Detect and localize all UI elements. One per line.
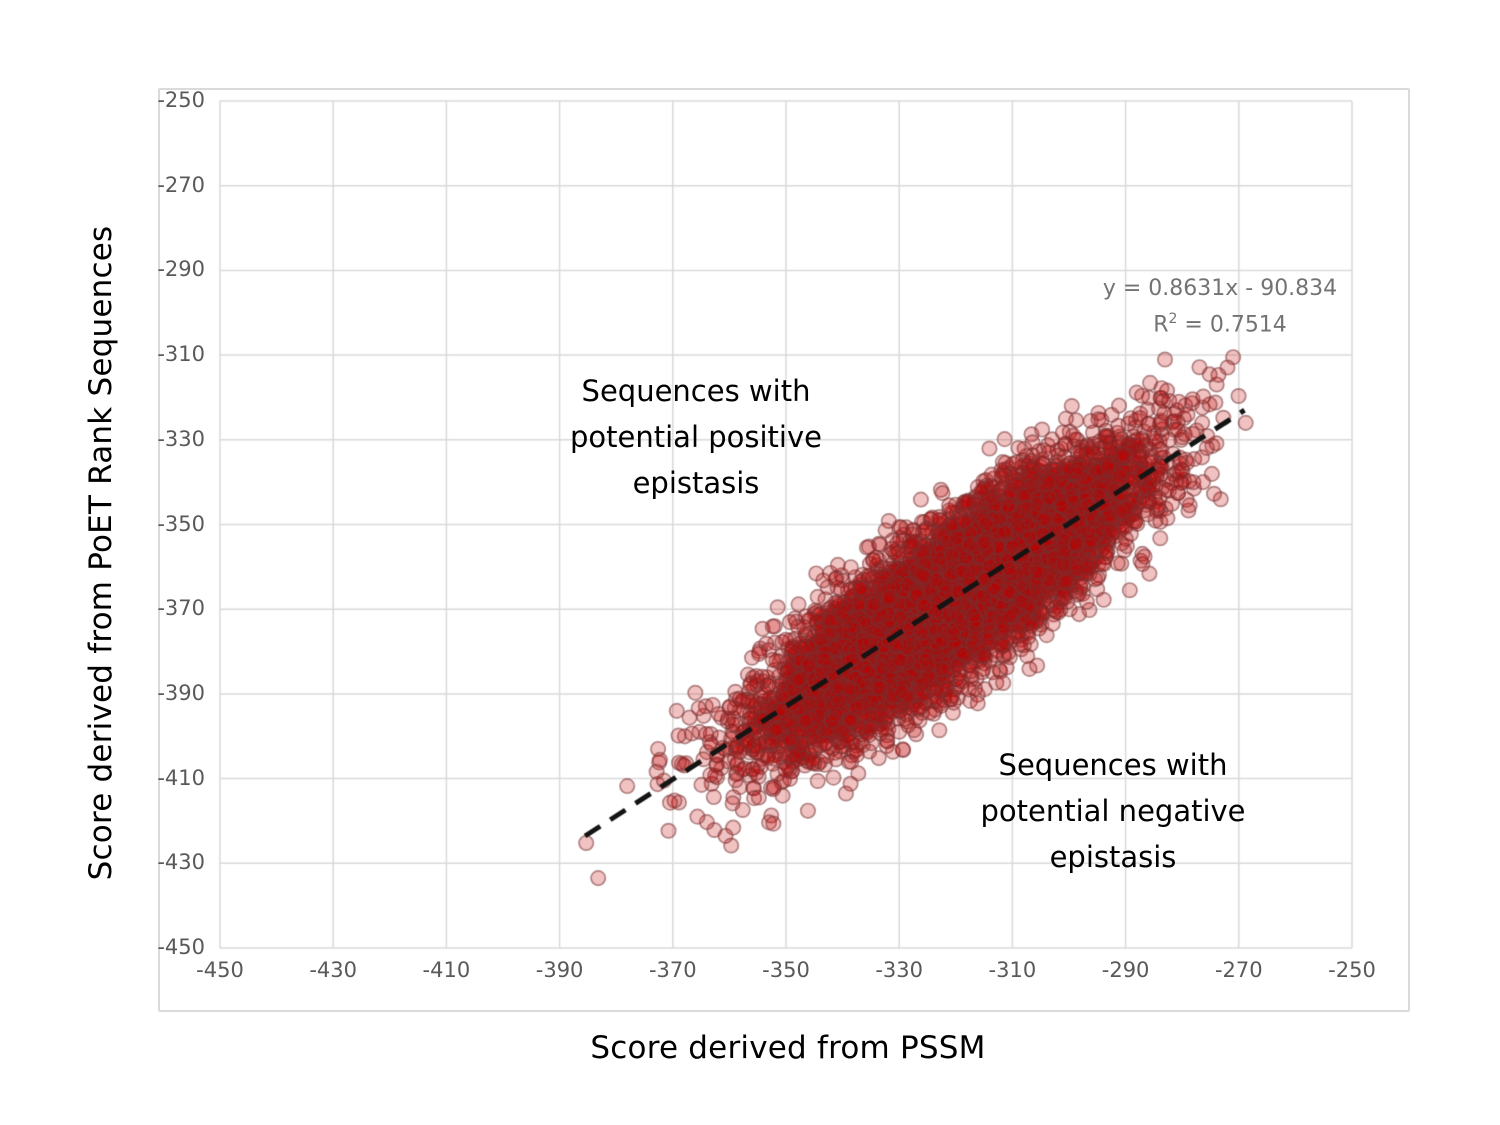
x-tick-label: -330 [875,958,924,982]
r-squared-line: R2 = 0.7514 [1153,311,1287,338]
x-tick-label: -430 [309,958,358,982]
x-tick-label: -290 [1101,958,1150,982]
annotation-positive-epistasis: Sequences with potential positive epista… [570,368,822,506]
annotation-line: potential negative [980,794,1246,828]
annotation-line: epistasis [1049,840,1177,874]
y-tick-label: -370 [157,596,205,621]
equation-line: y = 0.8631x - 90.834 [1102,276,1338,301]
y-axis-title: Score derived from PoET Rank Sequences [83,225,119,881]
x-tick-label: -410 [422,958,471,982]
annotation-negative-epistasis: Sequences with potential negative epista… [980,742,1245,880]
x-tick-label: -270 [1214,958,1263,982]
x-tick-label: -310 [988,958,1037,982]
x-axis-title: Score derived from PSSM [590,1030,986,1066]
annotation-line: Sequences with [581,374,811,408]
x-tick-label: -350 [762,958,810,982]
y-tick-label: -250 [157,88,205,112]
x-tick-label: -450 [196,958,244,982]
annotation-line: Sequences with [998,748,1228,782]
x-tick-label: -390 [535,958,584,982]
annotation-line: potential positive [570,420,822,454]
y-tick-label: -450 [157,935,205,959]
annotation-line: epistasis [632,466,760,500]
y-tick-label: -410 [157,765,205,790]
y-tick-label: -430 [157,850,205,875]
y-tick-label: -350 [157,511,205,536]
y-tick-label: -390 [157,680,205,705]
x-tick-label: -370 [648,958,697,982]
x-tick-label: -250 [1328,958,1376,982]
y-tick-label: -330 [157,426,205,451]
y-tick-label: -270 [157,172,205,197]
trendline-equation: y = 0.8631x - 90.834 R2 = 0.7514 [1103,273,1337,340]
y-tick-label: -310 [157,342,205,367]
y-tick-label: -290 [157,257,205,282]
